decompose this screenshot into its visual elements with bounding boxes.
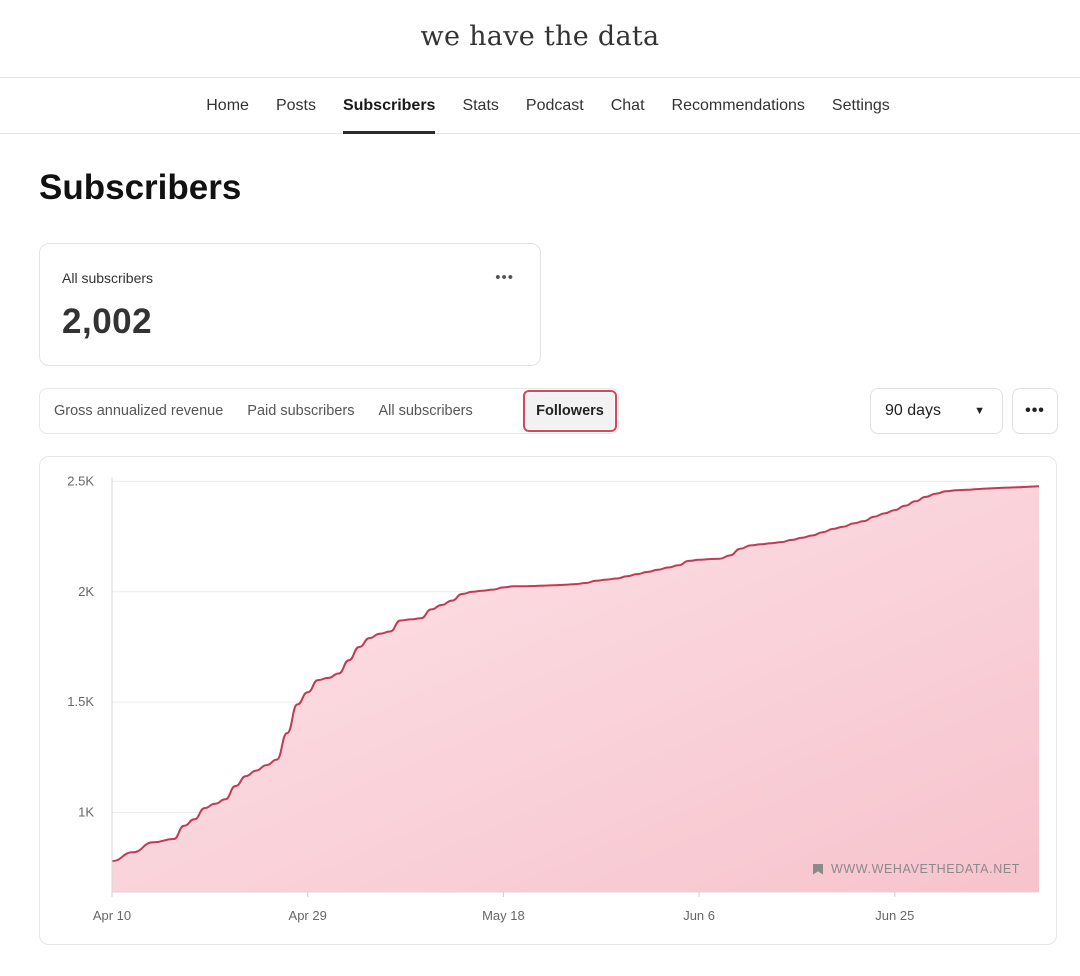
y-tick-label: 2K [78,584,94,599]
date-range-select[interactable]: 90 days ▼ [870,388,1003,434]
y-tick-label: 1K [78,805,94,820]
nav-item-stats[interactable]: Stats [462,96,499,114]
ellipsis-icon[interactable]: ••• [495,269,514,286]
x-tick-label: Jun 6 [683,908,715,923]
nav-item-posts[interactable]: Posts [275,96,316,114]
site-header: we have the data [0,0,1080,78]
nav-item-settings[interactable]: Settings [831,96,890,114]
x-tick-label: Apr 10 [93,908,131,923]
main-nav: Home Posts Subscribers Stats Podcast Cha… [0,78,1080,134]
tab-paid-subscribers[interactable]: Paid subscribers [247,403,355,419]
chart-more-button[interactable]: ••• [1012,388,1058,434]
y-tick-label: 2.5K [67,473,94,488]
summary-card-label: All subscribers [62,270,154,286]
chart-panel: 1K 1.5K 2K 2.5K Apr 10 Apr 29 May 18 Jun 6 Jun 2… [39,456,1057,945]
tab-all-subscribers[interactable]: All subscribers [378,403,473,419]
x-tick-label: May 18 [482,908,525,923]
watermark-text: WWW.WEHAVETHEDATA.NET [831,862,1020,876]
followers-line [111,485,1040,863]
watermark: WWW.WEHAVETHEDATA.NET [813,862,1020,876]
tab-followers[interactable]: Followers [523,390,617,432]
nav-item-chat[interactable]: Chat [610,96,645,114]
summary-card: All subscribers 2,002 ••• [39,243,541,366]
x-tick-label: Jun 25 [875,908,914,923]
nav-item-subscribers[interactable]: Subscribers [342,78,436,134]
caret-down-icon: ▼ [974,405,985,417]
page-title: Subscribers [39,168,242,207]
nav-item-home[interactable]: Home [206,96,249,114]
nav-item-podcast[interactable]: Podcast [525,96,584,114]
followers-chart: 1K 1.5K 2K 2.5K Apr 10 Apr 29 May 18 Jun 6 Jun 2… [67,473,1040,923]
metric-tabs: Gross annualized revenue Paid subscriber… [39,388,619,434]
ellipsis-icon: ••• [1025,402,1045,419]
summary-card-value: 2,002 [62,302,153,341]
tab-gross-annualized-revenue[interactable]: Gross annualized revenue [54,403,224,419]
nav-item-recommendations[interactable]: Recommendations [671,96,805,114]
bookmark-icon [813,863,824,875]
date-range-value: 90 days [885,402,942,419]
site-title[interactable]: we have the data [420,21,660,52]
x-tick-label: Apr 29 [289,908,327,923]
y-tick-label: 1.5K [67,694,94,709]
followers-area [112,486,1039,892]
